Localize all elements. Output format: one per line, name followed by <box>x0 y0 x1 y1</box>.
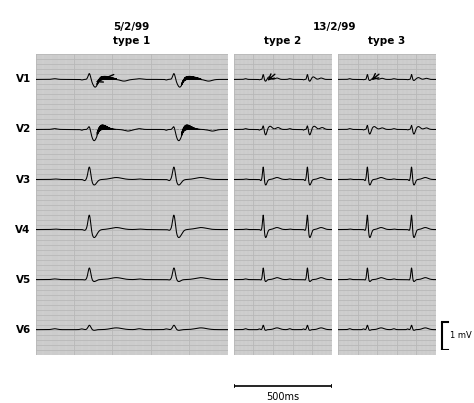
Text: 500ms: 500ms <box>266 392 300 402</box>
Text: 5/2/99: 5/2/99 <box>114 22 150 32</box>
Text: 1 mV: 1 mV <box>450 331 472 340</box>
Text: V3: V3 <box>16 174 31 185</box>
Text: type 2: type 2 <box>264 36 301 46</box>
Text: V2: V2 <box>16 125 31 135</box>
Text: type 1: type 1 <box>113 36 150 46</box>
Text: V5: V5 <box>16 274 31 285</box>
Text: V1: V1 <box>16 75 31 84</box>
Text: V4: V4 <box>16 224 31 235</box>
Text: type 3: type 3 <box>368 36 406 46</box>
Text: V6: V6 <box>16 325 31 334</box>
Text: 13/2/99: 13/2/99 <box>313 22 357 32</box>
